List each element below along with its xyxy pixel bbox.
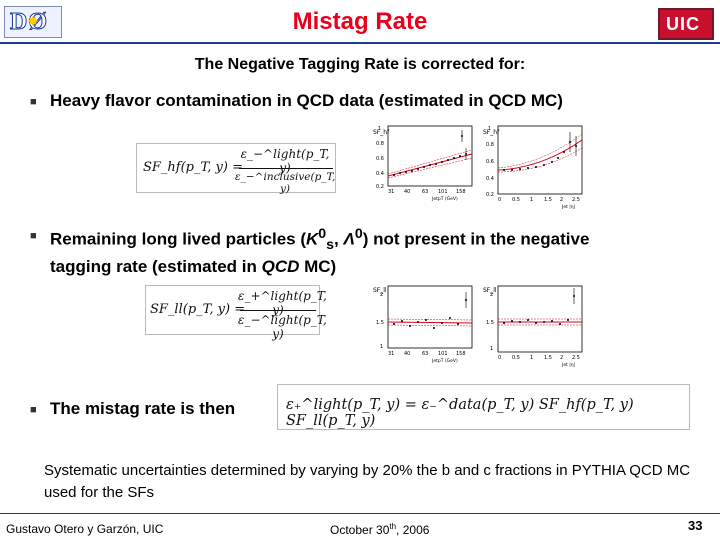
formula-sf-hf: SF_hf(p_T, y) = ε_−^light(p_T, y) ε_−^in… (136, 143, 336, 195)
plot-sf-hf-vs-eta: SF_hf 1 0.8 0.6 0.4 0.2 0 0.5 1 1.5 2 2.… (482, 120, 587, 210)
y-tick-label: 0.8 (486, 142, 494, 148)
x-tick-label: 40 (404, 189, 410, 195)
plot-sf-ll-vs-pt: SF_ll 2 1.5 1 31 40 63 101 158 JetpT (Ge… (372, 282, 477, 364)
x-tick-label: 63 (422, 189, 428, 195)
y-tick-label: 0.4 (376, 171, 384, 177)
square-bullet-icon: ■ (30, 404, 37, 416)
formula-mistag-rate: ε₊^light(p_T, y) = ε₋^data(p_T, y) SF_hf… (277, 384, 690, 430)
y-axis-label: SF_hf (483, 129, 500, 136)
x-tick-label: 40 (404, 351, 410, 357)
y-tick-label: 0.6 (376, 156, 384, 162)
x-tick-label: 31 (388, 351, 394, 357)
y-tick-label: 2 (490, 292, 493, 298)
bullet-text-part: tagging rate (estimated in (50, 257, 262, 277)
y-axis-label: SF_hf (373, 129, 390, 136)
superscript: th (389, 522, 397, 531)
superscript: 0 (318, 226, 327, 242)
plot-sf-hf-vs-pt: SF_hf 1 0.8 0.6 0.4 0.2 31 40 63 101 158… (372, 120, 477, 202)
d0-logo: DØ ✸ (4, 6, 62, 38)
square-bullet-icon: ■ (30, 96, 37, 108)
y-axis-label: SF_ll (373, 287, 387, 294)
x-tick-label: 1 (530, 197, 533, 203)
footer-author: Gustavo Otero y Garzón, UIC (6, 522, 164, 536)
y-tick-label: 1 (490, 346, 493, 352)
x-tick-label: 1.5 (544, 355, 552, 361)
formula-sf-hf-lhs: SF_hf(p_T, y) = (143, 160, 243, 175)
slide-title: Mistag Rate (292, 8, 428, 35)
systematics-note: Systematic uncertainties determined by v… (44, 462, 691, 501)
fraction-bar (240, 310, 316, 311)
y-tick-label: 1 (378, 126, 381, 132)
footer-date-text: , 2006 (396, 523, 430, 537)
y-tick-label: 0.2 (486, 192, 494, 198)
x-axis-label: JetpT (GeV) (431, 358, 458, 364)
y-tick-label: 0.4 (486, 176, 494, 182)
title-divider (0, 42, 720, 44)
x-axis-label: Jet |η| (561, 362, 575, 368)
fraction-bar (239, 168, 333, 169)
x-tick-label: 2.5 (572, 355, 580, 361)
y-tick-label: 1.5 (376, 320, 384, 326)
x-tick-label: 1.5 (544, 197, 552, 203)
x-tick-label: 0 (498, 355, 501, 361)
footer-divider (0, 513, 720, 514)
bullet-text-part: ) not present in the negative (362, 229, 590, 249)
square-bullet-icon: ■ (30, 230, 37, 242)
bullet-text-italic: QCD (261, 257, 300, 277)
x-tick-label: 1 (530, 355, 533, 361)
formula-mistag-rate-text: ε₊^light(p_T, y) = ε₋^data(p_T, y) SF_hf… (286, 397, 634, 429)
y-tick-label: 1 (488, 126, 491, 132)
y-tick-label: 1.5 (486, 320, 494, 326)
x-tick-label: 0 (498, 197, 501, 203)
uic-logo: UIC (658, 8, 714, 40)
x-tick-label: 158 (456, 351, 466, 357)
y-tick-label: 0.6 (486, 159, 494, 165)
plot-sf-ll-vs-eta: SF_ll 2 1.5 1 0 0.5 1 1.5 2 2.5 Jet |η| (482, 282, 587, 368)
bullet-text-part: Remaining long lived particles ( (50, 229, 306, 249)
x-tick-label: 63 (422, 351, 428, 357)
separator: , (334, 229, 344, 249)
x-tick-label: 0.5 (512, 355, 520, 361)
y-tick-label: 2 (380, 292, 383, 298)
x-tick-label: 2.5 (572, 197, 580, 203)
bullet-heavy-flavor: Heavy flavor contamination in QCD data (… (50, 91, 563, 110)
x-tick-label: 2 (560, 355, 563, 361)
d0-logo-text: DØ (10, 9, 48, 36)
subscript: s (326, 237, 335, 254)
y-tick-label: 0.8 (376, 141, 384, 147)
x-tick-label: 2 (560, 197, 563, 203)
x-tick-label: 31 (388, 189, 394, 195)
uic-logo-text: UIC (666, 14, 700, 34)
x-tick-label: 101 (438, 189, 448, 195)
superscript: 0 (354, 226, 363, 242)
y-tick-label: 1 (380, 344, 383, 350)
formula-sf-ll-lhs: SF_ll(p_T, y) = (150, 302, 246, 317)
page-number: 33 (688, 518, 703, 533)
y-axis-label: SF_ll (483, 287, 497, 294)
formula-sf-ll-denominator: ε_−^light(p_T, y) (238, 313, 327, 341)
star-icon: ✸ (27, 13, 39, 29)
slide-subtitle: The Negative Tagging Rate is corrected f… (194, 56, 526, 73)
bullet-mistag-rate: The mistag rate is then (50, 399, 236, 418)
formula-sf-hf-denominator: ε_−^inclusive(p_T, y) (235, 171, 336, 195)
kaon-symbol: K (306, 229, 319, 249)
x-tick-label: 101 (438, 351, 448, 357)
lambda-symbol: Λ (343, 229, 355, 249)
x-axis-label: Jet |η| (561, 204, 575, 210)
footer-date: October 30th, 2006 (330, 522, 429, 537)
x-axis-label: JetpT (GeV) (431, 196, 458, 202)
bullet-long-lived: Remaining long lived particles (K0s, Λ0)… (50, 224, 690, 277)
formula-sf-ll: SF_ll(p_T, y) = ε_+^light(p_T, y) ε_−^li… (145, 285, 327, 341)
y-tick-label: 0.2 (376, 184, 384, 190)
footer-date-text: October 30 (330, 523, 390, 537)
bullet-text-part: MC) (299, 257, 337, 277)
x-tick-label: 0.5 (512, 197, 520, 203)
x-tick-label: 158 (456, 189, 466, 195)
